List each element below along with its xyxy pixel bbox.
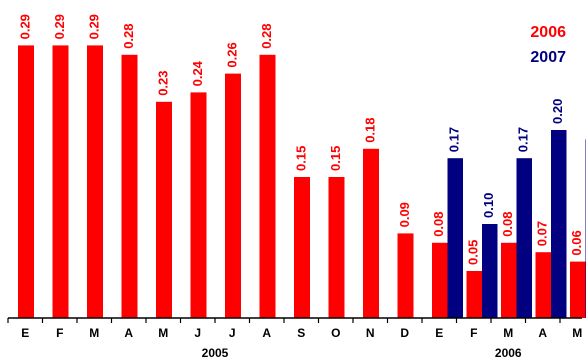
bar-2006-0	[18, 45, 34, 319]
bar-2006-10	[363, 148, 379, 318]
x-tick-label-3: A	[124, 326, 133, 340]
bar-2006-7	[259, 54, 276, 319]
bar-2006-2	[87, 45, 103, 319]
x-tick-label-10: N	[366, 326, 375, 340]
value-label-2007-13: 0.10	[481, 193, 496, 218]
x-tick-label-11: D	[400, 326, 409, 340]
value-label-2006-4: 0.23	[155, 70, 170, 95]
bar-2006-15	[535, 252, 551, 318]
x-tick-label-13: F	[470, 326, 477, 340]
bar-2006-3	[121, 54, 138, 319]
value-label-2006-0: 0.29	[17, 14, 32, 39]
value-label-2007-16: 0.19	[585, 108, 586, 133]
bar-2007-13	[482, 224, 498, 318]
bar-2006-11	[397, 233, 414, 318]
bar-2006-1	[52, 45, 69, 319]
legend-item-2007: 2007	[530, 49, 566, 66]
value-label-2006-9: 0.15	[328, 146, 343, 171]
bar-2007-15	[551, 130, 567, 318]
x-tick-label-6: J	[229, 326, 236, 340]
value-label-2006-16: 0.06	[569, 230, 584, 255]
value-label-2007-14: 0.17	[516, 127, 531, 152]
value-label-2006-2: 0.29	[86, 14, 101, 39]
bar-2006-12	[432, 242, 448, 318]
x-axis: E F M A M J J A S O N D E F M A M 2005 2006	[7, 317, 582, 360]
bar-2006-4	[156, 101, 172, 318]
value-label-2006-15: 0.07	[535, 221, 550, 246]
bars-layer	[18, 45, 586, 319]
bar-2006-8	[294, 177, 310, 318]
legend-item-2006: 2006	[530, 24, 566, 41]
value-label-2006-1: 0.29	[52, 14, 67, 39]
value-label-2006-11: 0.09	[397, 202, 412, 227]
bar-2006-6	[225, 73, 241, 318]
x-tick-label-12: E	[435, 326, 443, 340]
value-label-2006-13: 0.05	[466, 240, 481, 265]
value-label-2006-14: 0.08	[500, 211, 515, 236]
bar-2006-13	[466, 271, 482, 318]
x-tick-label-16: M	[572, 326, 582, 340]
x-tick-label-7: A	[262, 326, 271, 340]
x-tick-label-15: A	[538, 326, 547, 340]
x-tick-label-4: M	[158, 326, 168, 340]
x-tick-label-14: M	[503, 326, 513, 340]
bar-2006-5	[190, 92, 207, 319]
value-label-2007-12: 0.17	[447, 127, 462, 152]
x-group-label-1: 2006	[495, 346, 522, 360]
x-tick-label-2: M	[89, 326, 99, 340]
value-label-2006-5: 0.24	[190, 60, 205, 86]
x-tick-label-8: S	[297, 326, 305, 340]
bar-2006-9	[328, 177, 345, 318]
value-label-2006-3: 0.28	[121, 23, 136, 48]
x-tick-label-0: E	[21, 326, 29, 340]
bar-2007-14	[516, 158, 532, 318]
value-label-2006-12: 0.08	[431, 211, 446, 236]
value-label-2006-6: 0.26	[224, 42, 239, 67]
x-tick-label-1: F	[56, 326, 63, 340]
value-label-2006-8: 0.15	[293, 146, 308, 171]
x-group-label-0: 2005	[202, 346, 229, 360]
value-labels-layer: 0.29 0.29 0.29 0.28 0.23 0.24 0.26 0.28 0.15 0.15…	[17, 14, 586, 265]
x-tick-label-9: O	[331, 326, 340, 340]
bar-2007-12	[447, 158, 463, 318]
value-label-2006-10: 0.18	[362, 117, 377, 142]
legend: 2006 2007	[530, 24, 566, 66]
value-label-2006-7: 0.28	[259, 23, 274, 48]
x-tick-label-5: J	[194, 326, 201, 340]
bar-2006-14	[501, 242, 517, 318]
value-label-2007-15: 0.20	[550, 99, 565, 124]
bar-2006-16	[570, 261, 586, 318]
